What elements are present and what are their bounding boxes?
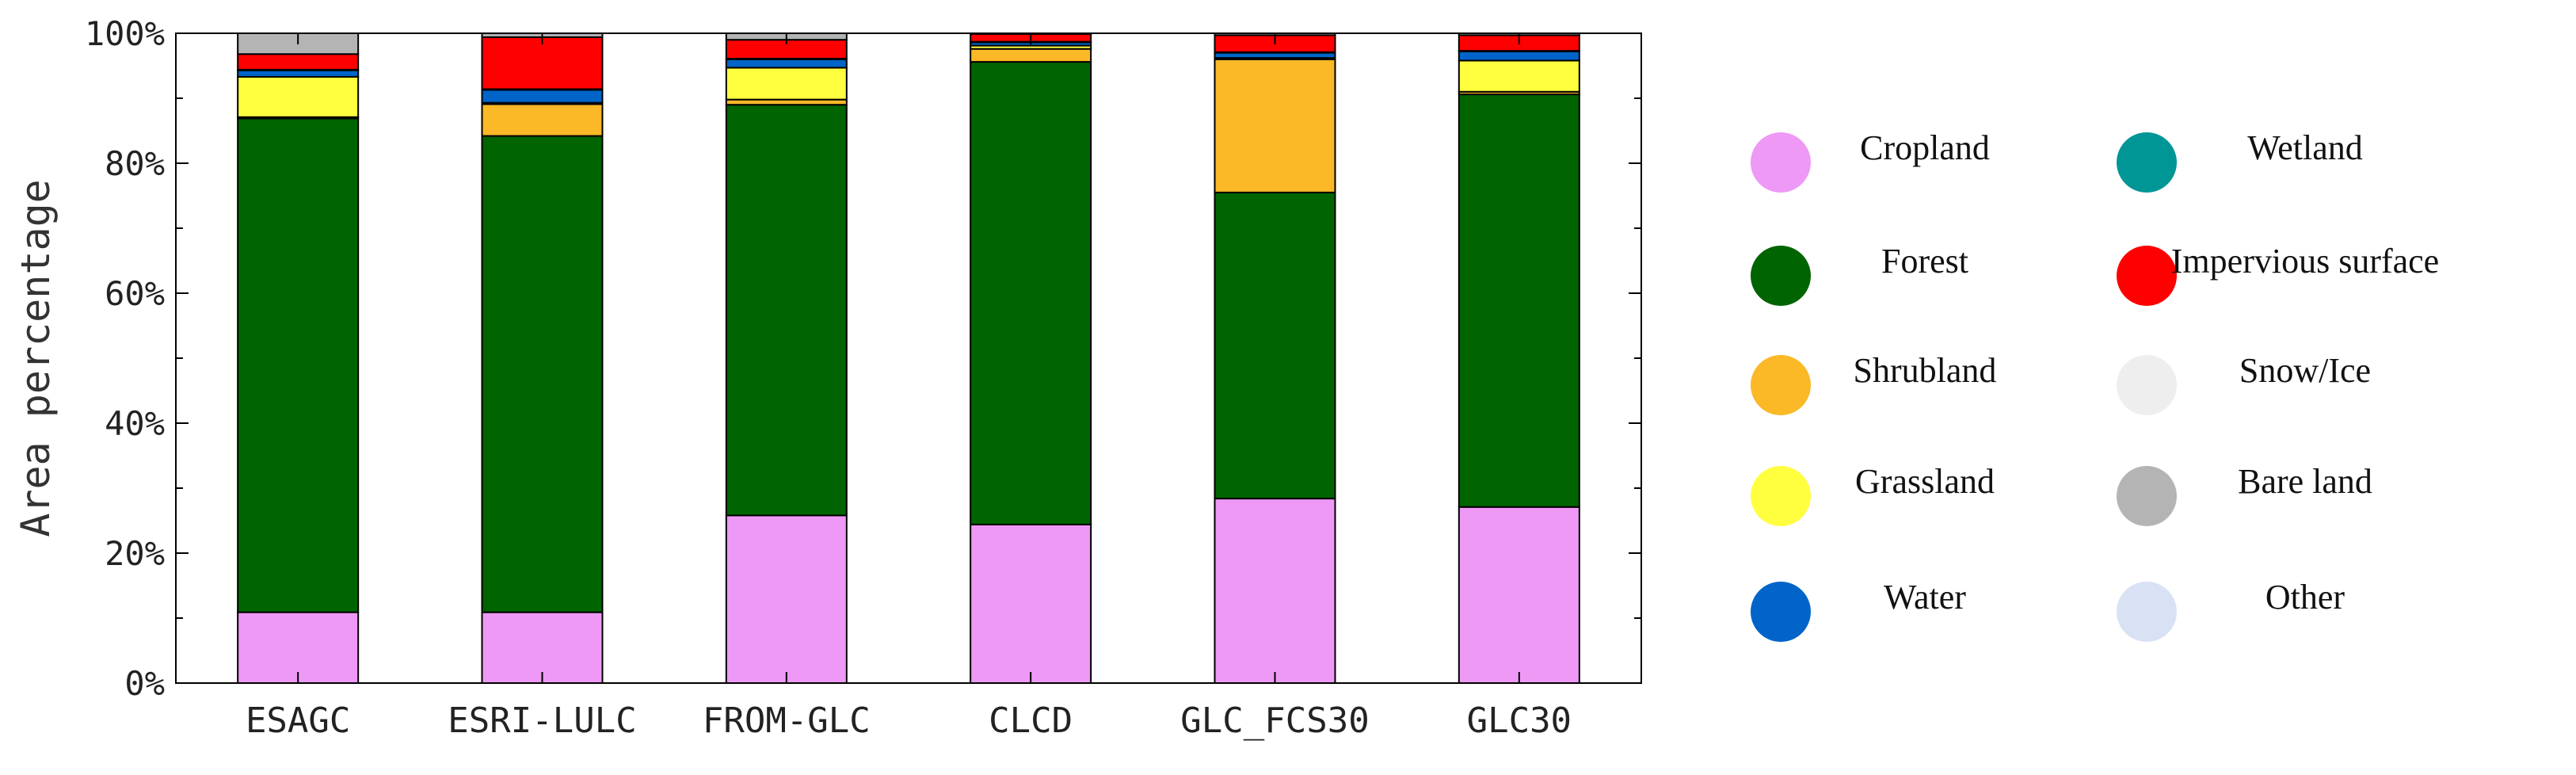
bar-segment-esagc-grassland bbox=[237, 75, 360, 118]
x-tick-label-esri-lulc: ESRI-LULC bbox=[448, 701, 636, 741]
legend-label-bare-land: Bare land bbox=[2238, 462, 2372, 501]
bar-group-from-glc bbox=[725, 32, 848, 684]
bar-segment-from-glc-cropland bbox=[725, 514, 848, 684]
bar-group-esagc bbox=[237, 32, 360, 684]
legend-marker-forest bbox=[1751, 246, 1811, 306]
bar-segment-esri-lulc-water bbox=[481, 89, 604, 104]
y-tick-label: 20% bbox=[105, 534, 165, 573]
legend-label-cropland: Cropland bbox=[1860, 128, 1990, 167]
legend-label-other: Other bbox=[2265, 578, 2345, 617]
plot-area bbox=[175, 32, 1642, 685]
bar-segment-glc-fcs30-forest bbox=[1214, 191, 1336, 500]
bar-segment-glc-fcs30-shrubland bbox=[1214, 58, 1336, 193]
legend-marker-bare-land bbox=[2117, 466, 2177, 526]
bar-group-clcd bbox=[970, 32, 1092, 684]
legend-marker-grassland bbox=[1751, 466, 1811, 526]
bar-segment-esri-lulc-shrubland bbox=[481, 103, 604, 137]
bar-segment-glc30-grassland bbox=[1458, 59, 1580, 93]
legend-marker-wetland bbox=[2117, 132, 2177, 193]
bar-segment-esagc-impervious-surface bbox=[237, 53, 360, 71]
bar-group-glc-fcs30 bbox=[1214, 32, 1336, 684]
legend-label-impervious-surface: Impervious surface bbox=[2171, 242, 2439, 281]
bar-segment-esagc-water bbox=[237, 69, 360, 78]
legend-marker-shrubland bbox=[1751, 355, 1811, 415]
legend-marker-other bbox=[2117, 582, 2177, 642]
legend-label-forest: Forest bbox=[1881, 242, 1968, 281]
bar-segment-glc30-water bbox=[1458, 50, 1580, 62]
bar-segment-esagc-forest bbox=[237, 117, 360, 613]
bar-segment-glc30-forest bbox=[1458, 94, 1580, 508]
legend-marker-snow-ice bbox=[2117, 355, 2177, 415]
x-tick-label-clcd: CLCD bbox=[989, 701, 1073, 741]
x-axis: ESAGC ESRI-LULC FROM-GLC CLCD GLC_FCS30 GLC30 bbox=[246, 33, 1572, 741]
bar-group-esri-lulc bbox=[481, 32, 604, 684]
legend-label-snow-ice: Snow/Ice bbox=[2239, 351, 2371, 390]
bar-segment-glc-fcs30-cropland bbox=[1214, 498, 1336, 684]
bar-segment-esagc-cropland bbox=[237, 611, 360, 684]
legend-marker-water bbox=[1751, 582, 1811, 642]
bar-segment-from-glc-water bbox=[725, 58, 848, 69]
bar-group-glc30 bbox=[1458, 32, 1580, 685]
bar-segment-from-glc-grassland bbox=[725, 67, 848, 101]
legend-label-grassland: Grassland bbox=[1855, 462, 1995, 501]
bar-segment-clcd-cropland bbox=[970, 523, 1092, 684]
legend-label-shrubland: Shrubland bbox=[1854, 351, 1997, 390]
x-tick-label-glc-fcs30: GLC_FCS30 bbox=[1180, 701, 1369, 741]
x-tick-label-glc30: GLC30 bbox=[1467, 701, 1572, 741]
legend-marker-cropland bbox=[1751, 132, 1811, 193]
legend-label-water: Water bbox=[1884, 578, 1966, 617]
bar-segment-clcd-shrubland bbox=[970, 48, 1092, 63]
y-tick-label: 40% bbox=[105, 404, 165, 443]
y-axis-title: Area percentage bbox=[13, 179, 59, 537]
bar-segment-esri-lulc-cropland bbox=[481, 611, 604, 684]
plot-frame bbox=[175, 32, 1642, 684]
bar-segment-clcd-forest bbox=[970, 61, 1092, 525]
bar-segment-esri-lulc-forest bbox=[481, 135, 604, 613]
x-tick-label-esagc: ESAGC bbox=[246, 701, 350, 741]
y-tick-label: 100% bbox=[85, 14, 165, 53]
legend-label-wetland: Wetland bbox=[2247, 128, 2363, 167]
y-axis: 0% 20% 40% 60% 80% 100% Area percentage bbox=[13, 14, 1641, 703]
bar-segment-from-glc-forest bbox=[725, 104, 848, 517]
bar-segment-esri-lulc-impervious-surface bbox=[481, 36, 604, 90]
y-tick-label: 0% bbox=[124, 664, 165, 703]
y-tick-label: 60% bbox=[105, 274, 165, 313]
x-tick-label-from-glc: FROM-GLC bbox=[703, 701, 871, 741]
legend: Cropland Wetland Forest Impervious surface S… bbox=[1751, 128, 2439, 642]
legend-marker-impervious-surface bbox=[2117, 246, 2177, 306]
bar-segment-glc30-cropland bbox=[1458, 506, 1580, 685]
y-tick-label: 80% bbox=[105, 144, 165, 183]
